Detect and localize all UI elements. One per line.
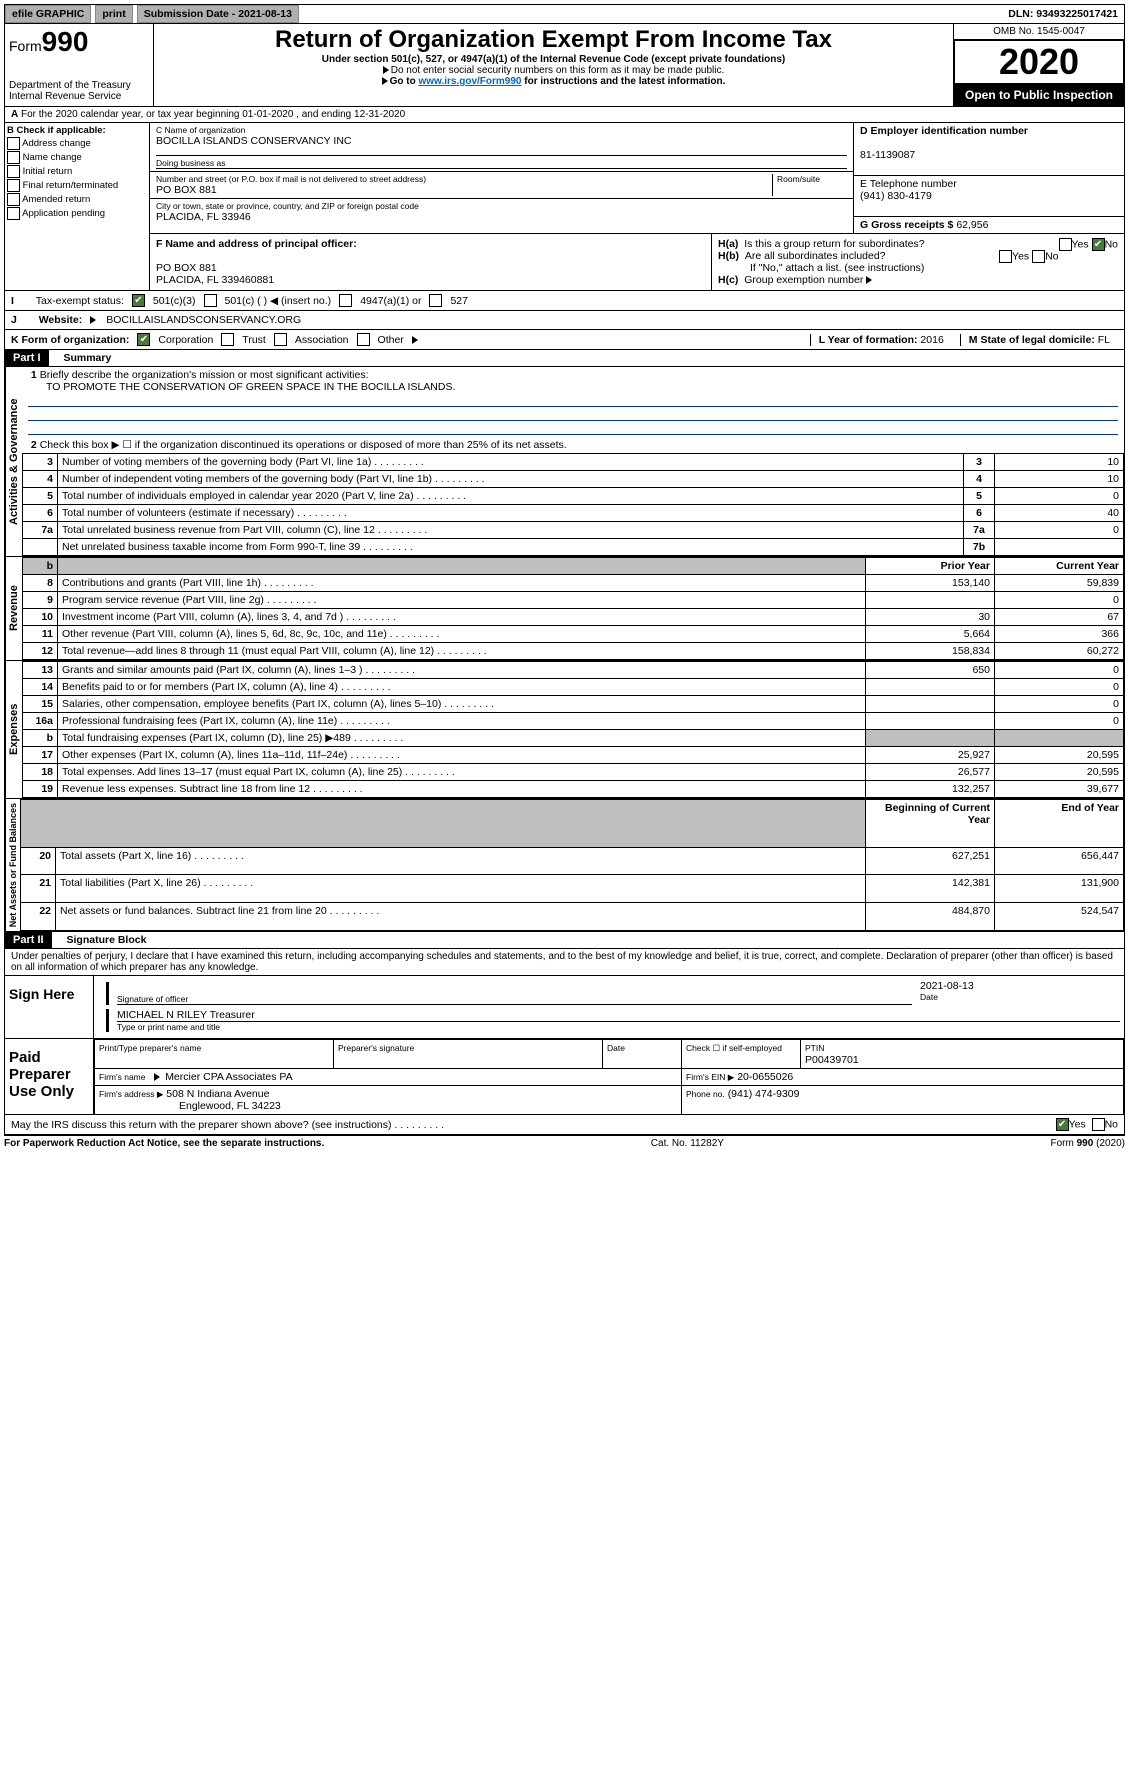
org-name: BOCILLA ISLANDS CONSERVANCY INC: [156, 135, 847, 147]
perjury-declaration: Under penalties of perjury, I declare th…: [4, 949, 1125, 976]
ptin: P00439701: [805, 1054, 859, 1066]
efile-btn[interactable]: efile GRAPHIC: [5, 5, 91, 23]
phone-value: (941) 830-4179: [860, 190, 932, 202]
hb-label: Are all subordinates included?: [745, 250, 886, 262]
officer-name-title: MICHAEL N RILEY Treasurer: [117, 1009, 1120, 1022]
firm-addr1: 508 N Indiana Avenue: [166, 1088, 269, 1100]
ein-label: D Employer identification number: [860, 125, 1028, 137]
firm-addr2: Englewood, FL 34223: [99, 1100, 281, 1112]
sig-date: 2021-08-13: [920, 980, 1120, 992]
website-value: BOCILLAISLANDSCONSERVANCY.ORG: [106, 314, 301, 326]
page-footer: For Paperwork Reduction Act Notice, see …: [4, 1135, 1125, 1149]
part2-header: Part II Signature Block: [4, 932, 1125, 949]
phone-label: E Telephone number: [860, 178, 957, 190]
room-suite: Room/suite: [772, 174, 847, 196]
line2-text: Check this box ▶ ☐ if the organization d…: [40, 439, 567, 451]
hc-label: Group exemption number: [744, 274, 863, 286]
officer-addr1: PO BOX 881: [156, 262, 217, 274]
mission-text: TO PROMOTE THE CONSERVATION OF GREEN SPA…: [28, 381, 455, 393]
ein-value: 81-1139087: [860, 149, 915, 161]
addr-label: Number and street (or P.O. box if mail i…: [156, 174, 772, 184]
officer-label: F Name and address of principal officer:: [156, 238, 357, 250]
form-number: Form990: [9, 26, 149, 58]
ha-label: Is this a group return for subordinates?: [744, 238, 924, 250]
box-b: B Check if applicable: Address change Na…: [5, 123, 150, 290]
revenue-section: Revenue b Prior YearCurrent Year 8Contri…: [4, 557, 1125, 661]
netassets-section: Net Assets or Fund Balances Beginning of…: [4, 799, 1125, 932]
expenses-section: Expenses 13Grants and similar amounts pa…: [4, 661, 1125, 799]
form-title: Return of Organization Exempt From Incom…: [160, 26, 947, 54]
gross-label: G Gross receipts $: [860, 219, 953, 231]
hb-note: If "No," attach a list. (see instruction…: [718, 262, 1118, 274]
org-name-label: C Name of organization: [156, 125, 847, 135]
part1-header: Part I Summary: [4, 350, 1125, 367]
subtitle-1: Under section 501(c), 527, or 4947(a)(1)…: [160, 54, 947, 65]
city-label: City or town, state or province, country…: [156, 201, 847, 211]
dept-treasury: Department of the Treasury Internal Reve…: [9, 80, 149, 102]
open-inspection: Open to Public Inspection: [954, 84, 1124, 106]
dba-label: Doing business as: [156, 155, 847, 169]
tax-year: 2020: [954, 40, 1124, 84]
dln: DLN: 93493225017421: [1002, 6, 1124, 22]
subtitle-3: Go to www.irs.gov/Form990 for instructio…: [160, 76, 947, 87]
klm-row: K Form of organization: ✔ Corporation Tr…: [4, 330, 1125, 350]
line-a: A For the 2020 calendar year, or tax yea…: [4, 107, 1125, 123]
street-address: PO BOX 881: [156, 184, 772, 196]
firm-name: Mercier CPA Associates PA: [165, 1071, 292, 1083]
irs-link[interactable]: www.irs.gov/Form990: [418, 76, 521, 87]
top-toolbar: efile GRAPHIC print Submission Date - 20…: [4, 4, 1125, 24]
governance-section: Activities & Governance 1 Briefly descri…: [4, 367, 1125, 557]
form-header: Form990 Department of the Treasury Inter…: [4, 24, 1125, 107]
print-btn[interactable]: print: [95, 5, 132, 23]
info-section: B Check if applicable: Address change Na…: [4, 123, 1125, 291]
firm-ein: 20-0655026: [737, 1071, 793, 1083]
tax-status-row: I Tax-exempt status: ✔ 501(c)(3) 501(c) …: [4, 291, 1125, 311]
sign-here-section: Sign Here Signature of officer 2021-08-1…: [4, 976, 1125, 1039]
paid-preparer-section: Paid Preparer Use Only Print/Type prepar…: [4, 1039, 1125, 1115]
submission-date: Submission Date - 2021-08-13: [137, 5, 299, 23]
firm-phone: (941) 474-9309: [728, 1088, 800, 1100]
omb-no: OMB No. 1545-0047: [954, 24, 1124, 40]
gross-value: 62,956: [956, 219, 988, 231]
officer-addr2: PLACIDA, FL 339460881: [156, 274, 274, 286]
subtitle-2: Do not enter social security numbers on …: [160, 65, 947, 76]
website-row: J Website: BOCILLAISLANDSCONSERVANCY.ORG: [4, 311, 1125, 330]
city-state-zip: PLACIDA, FL 33946: [156, 211, 847, 223]
discuss-row: May the IRS discuss this return with the…: [4, 1115, 1125, 1135]
